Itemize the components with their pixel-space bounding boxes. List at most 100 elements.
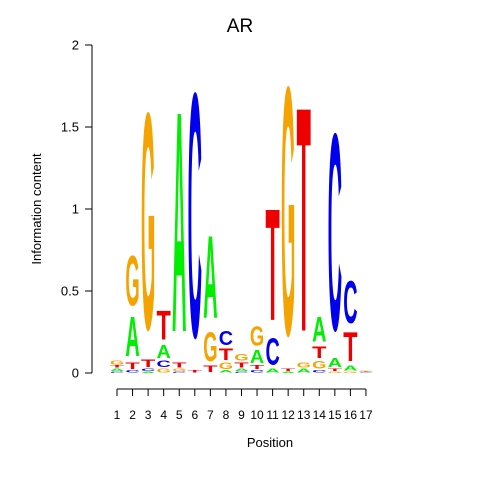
letter-G: G [234,353,248,363]
letter-T: T [188,369,203,373]
letter-G: G [297,360,311,369]
letter-G: G [141,49,155,395]
letter-A: A [250,347,264,367]
y-tick-label: 0.5 [61,284,79,299]
letter-G: G [281,15,295,410]
x-tick-label: 1 [114,408,121,422]
letter-C: C [359,372,373,373]
x-axis-label: Position [247,435,293,450]
letter-T: T [343,325,358,371]
letter-G: G [157,367,171,373]
letter-T: T [328,368,343,372]
x-tick-label: 12 [281,408,295,422]
letter-T: T [265,177,279,355]
letter-A: A [281,371,295,373]
x-tick-label: 6 [191,408,198,422]
letter-C: C [157,359,171,369]
x-tick-label: 10 [250,408,264,422]
letter-C: C [172,371,186,373]
x-tick-label: 8 [223,408,230,422]
letter-G: G [312,359,326,372]
position-stack-6: TC [188,21,203,411]
letter-C: C [343,271,357,337]
letter-T: T [297,41,311,399]
letter-G: G [110,359,124,365]
y-tick-label: 1 [72,202,79,217]
letter-T: T [219,346,234,364]
x-tick-label: 2 [129,408,136,422]
y-axis-label: Information content [29,153,44,265]
letter-C: C [312,369,326,373]
position-stack-7: TGA [203,210,217,374]
letter-T: T [250,364,265,370]
chart-title: AR [227,16,253,37]
position-stack-12: ATG [281,15,296,410]
letter-C: C [219,327,234,349]
letter-G: G [328,371,342,373]
y-tick-label: 0 [72,366,79,381]
letter-A: A [203,210,217,343]
letter-C: C [110,371,124,373]
x-tick-label: 16 [344,408,358,422]
x-axis: 1 2 3 4 5 6 7 8 9 10 11 12 13 14 15 16 17 [114,388,373,422]
x-tick-label: 4 [160,408,167,422]
letter-A: A [157,342,171,362]
letter-G: G [250,321,264,353]
letter-A: A [343,364,358,373]
letter-A: A [265,368,280,374]
letter-T: T [312,344,327,362]
letter-A: A [110,368,124,372]
letter-G: G [219,361,233,371]
x-tick-label: 5 [176,408,183,422]
letter-T: T [281,368,296,372]
letter-A: A [359,371,373,372]
letter-G: G [359,370,373,371]
letter-G: G [343,371,357,373]
x-tick-label: 15 [328,408,342,422]
y-tick-label: 2 [72,38,79,53]
letter-A: A [234,368,248,372]
x-tick-label: 7 [207,408,214,422]
letter-G: G [203,323,217,370]
letter-C: C [328,75,342,390]
letter-T: T [359,370,373,371]
letter-G: G [125,242,139,321]
letter-A: A [172,47,186,398]
letter-C: C [188,21,202,411]
letter-C: C [265,332,279,373]
letter-A: A [297,368,312,374]
letter-C: C [141,368,155,372]
letter-A: A [312,311,326,351]
x-tick-label: 17 [359,408,373,422]
letter-A: A [141,371,155,373]
letter-A: A [328,355,342,370]
letter-A: A [219,369,233,373]
x-tick-label: 14 [313,408,327,422]
letter-C: C [125,369,139,373]
letter-T: T [110,364,125,368]
letter-T: T [172,360,187,369]
position-stack-11: ACT [265,177,280,374]
letter-C: C [250,369,264,373]
letter-A: A [125,305,139,368]
position-stack-13: AGT [297,41,312,399]
x-tick-label: 3 [145,408,152,422]
letter-T: T [203,364,217,375]
x-tick-label: 11 [266,408,279,422]
letter-C: C [234,371,248,373]
letter-G: G [172,368,186,372]
